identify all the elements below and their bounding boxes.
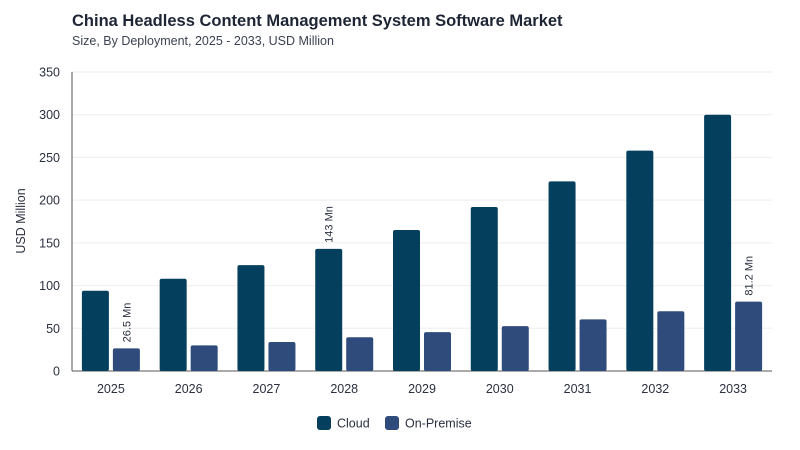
y-tick-label: 300 <box>39 108 60 122</box>
x-tick-label: 2031 <box>564 382 592 396</box>
x-tick-label: 2026 <box>175 382 203 396</box>
bar-on-premise <box>501 326 529 371</box>
y-tick-label: 100 <box>39 279 60 293</box>
x-tick-label: 2030 <box>486 382 514 396</box>
y-tick-label: 50 <box>46 322 60 336</box>
x-tick-label: 2033 <box>719 382 747 396</box>
y-axis: 0 50 100 150 200 250 300 350 <box>39 66 73 379</box>
y-tick-label: 250 <box>39 151 60 165</box>
x-tick-label: 2027 <box>253 382 281 396</box>
bar-cloud <box>315 248 343 371</box>
y-tick-label: 150 <box>39 236 60 250</box>
legend-swatch <box>317 416 331 430</box>
x-tick-label: 2029 <box>408 382 436 396</box>
bar-on-premise <box>190 345 218 371</box>
bar-on-premise <box>268 341 296 371</box>
bar-on-premise <box>657 311 685 371</box>
y-tick-label: 200 <box>39 194 60 208</box>
x-tick-label: 2032 <box>641 382 669 396</box>
bar-cloud <box>548 181 576 371</box>
chart-subtitle: Size, By Deployment, 2025 - 2033, USD Mi… <box>72 34 334 48</box>
bar-cloud <box>81 290 109 371</box>
bar-cloud <box>393 230 420 371</box>
y-tick-label: 350 <box>39 66 60 80</box>
data-label: 81.2 Mn <box>744 256 756 296</box>
grid-lines <box>72 71 772 329</box>
bar-on-premise <box>424 332 451 371</box>
bar-on-premise <box>112 348 140 371</box>
bar-on-premise <box>735 301 763 371</box>
bar-cloud <box>159 278 187 371</box>
legend-label: On-Premise <box>405 417 472 431</box>
x-axis: 2025 2026 2027 2028 2029 2030 2031 2032 2033 <box>72 370 772 396</box>
legend-swatch <box>385 416 399 430</box>
bars <box>81 114 763 371</box>
data-label: 143 Mn <box>324 206 336 243</box>
bar-cloud <box>237 265 265 371</box>
bar-cloud <box>470 206 498 371</box>
y-tick-label: 0 <box>53 365 60 379</box>
legend: Cloud On-Premise <box>317 416 472 431</box>
data-labels: 26.5 Mn 143 Mn 81.2 Mn <box>121 206 755 342</box>
bar-cloud <box>704 114 732 371</box>
legend-item-on-premise[interactable]: On-Premise <box>385 416 472 431</box>
x-tick-label: 2025 <box>97 382 125 396</box>
legend-item-cloud[interactable]: Cloud <box>317 416 370 431</box>
x-tick-label: 2028 <box>330 382 358 396</box>
bar-on-premise <box>346 337 374 371</box>
y-axis-title: USD Million <box>14 188 28 253</box>
bar-cloud <box>626 150 654 371</box>
chart-title: China Headless Content Management System… <box>72 12 563 30</box>
legend-label: Cloud <box>337 417 370 431</box>
bar-on-premise <box>579 319 607 371</box>
data-label: 26.5 Mn <box>121 303 133 343</box>
